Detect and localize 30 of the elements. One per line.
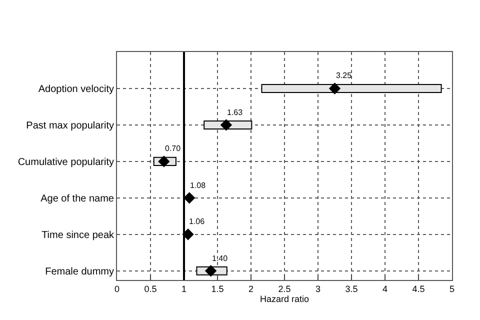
bar (261, 84, 442, 93)
x-tick-label: 0 (114, 284, 120, 294)
point (184, 192, 196, 204)
y-tick-label: Female dummy (45, 266, 114, 278)
y-tick-label: Adoption velocity (38, 84, 114, 95)
x-tick-label: 5 (449, 284, 455, 294)
x-tick-label: 4 (382, 284, 388, 294)
y-tick-label: Time since peak (42, 230, 115, 241)
point (158, 156, 170, 168)
point (220, 119, 232, 131)
data-label: 1.06 (189, 217, 206, 226)
x-tick-label: 3 (315, 284, 321, 294)
data-label: 3.25 (336, 71, 352, 80)
x-tick-label: 2 (248, 284, 254, 294)
data-label: 1.40 (212, 254, 228, 263)
x-tick-label: 2.5 (278, 284, 291, 294)
x-tick-label: 1 (181, 284, 187, 294)
data-label: 1.08 (190, 181, 206, 190)
x-axis-title: Hazard ratio (260, 294, 310, 304)
x-tick-label: 4.5 (412, 284, 425, 294)
y-tick-label: Past max popularity (26, 120, 114, 132)
x-tick-label: 0.5 (144, 284, 157, 294)
y-tick-label: Age of the name (40, 193, 114, 204)
data-label: 1.63 (227, 108, 244, 117)
x-tick-label: 1.5 (211, 284, 224, 294)
point (328, 82, 341, 94)
y-tick-label: Cumulative popularity (18, 156, 114, 168)
point (204, 265, 217, 277)
x-tick-label: 3.5 (345, 284, 358, 294)
data-label: 0.70 (165, 144, 182, 153)
